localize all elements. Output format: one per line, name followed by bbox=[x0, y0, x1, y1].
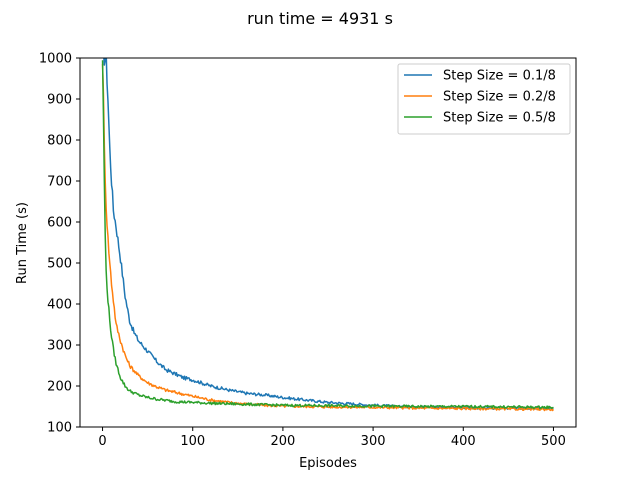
legend: Step Size = 0.1/8 Step Size = 0.2/8 Step S… bbox=[397, 63, 571, 135]
y-tick-label: 800 bbox=[47, 134, 72, 149]
x-tick-label: 400 bbox=[451, 434, 476, 449]
series-line-3 bbox=[101, 60, 554, 410]
y-tick-label: 200 bbox=[47, 380, 72, 395]
y-tick-label: 300 bbox=[47, 339, 72, 354]
x-tick-label: 100 bbox=[180, 434, 205, 449]
x-axis-label: Episodes bbox=[299, 456, 357, 471]
y-tick-label: 500 bbox=[47, 257, 72, 272]
x-tick-label: 0 bbox=[98, 434, 106, 449]
x-axis: 0 100 200 300 400 500 bbox=[98, 427, 566, 449]
y-tick-label: 100 bbox=[47, 421, 72, 436]
legend-box bbox=[397, 63, 571, 135]
legend-label-1: Step Size = 0.1/8 bbox=[443, 69, 556, 84]
y-tick-label: 400 bbox=[47, 298, 72, 313]
y-tick-label: 600 bbox=[47, 216, 72, 231]
legend-label-3: Step Size = 0.5/8 bbox=[443, 111, 556, 126]
series-layer bbox=[101, 58, 555, 412]
x-tick-label: 200 bbox=[270, 434, 295, 449]
x-tick-label: 500 bbox=[541, 434, 566, 449]
legend-label-2: Step Size = 0.2/8 bbox=[443, 90, 556, 105]
y-axis: 100 200 300 400 500 600 700 800 900 1000 bbox=[39, 52, 80, 436]
y-tick-label: 1000 bbox=[39, 52, 72, 67]
axes-frame bbox=[79, 57, 577, 428]
x-tick-label: 300 bbox=[361, 434, 386, 449]
y-tick-label: 900 bbox=[47, 93, 72, 108]
y-tick-label: 700 bbox=[47, 175, 72, 190]
chart-title: run time = 4931 s bbox=[247, 9, 393, 28]
y-axis-label: Run Time (s) bbox=[15, 202, 30, 284]
